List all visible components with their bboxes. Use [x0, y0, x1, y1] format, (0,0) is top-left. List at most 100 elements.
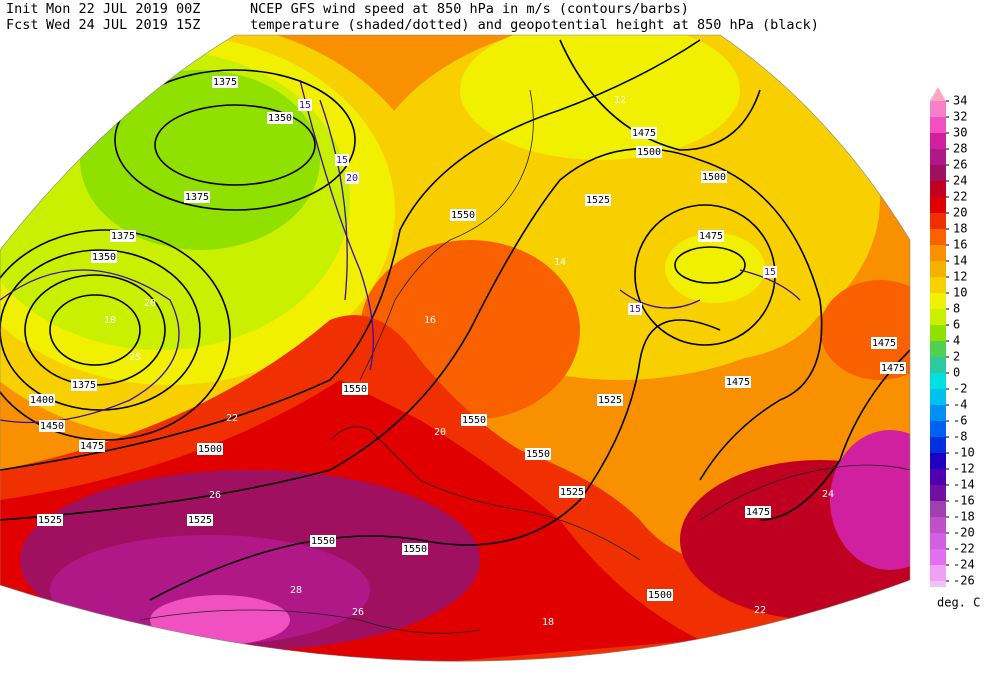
- height-label-bg: [71, 379, 97, 391]
- colorbar-bin: [930, 565, 946, 581]
- height-label: 1525: [586, 195, 610, 206]
- colorbar-bin: [930, 501, 946, 517]
- colorbar-label: -8: [953, 430, 967, 444]
- temperature-label: 14: [554, 257, 566, 268]
- colorbar-bin: [930, 453, 946, 469]
- colorbar-bin: [930, 197, 946, 213]
- colorbar-label: -24: [953, 558, 975, 572]
- height-label-bg: [184, 191, 210, 203]
- fcst-time: Wed 24 JUL 2019 15Z: [46, 17, 200, 33]
- height-label-bg: [39, 420, 65, 432]
- height-label: 1475: [699, 231, 723, 242]
- height-label-bg: [559, 486, 585, 498]
- temperature-label: 12: [614, 95, 626, 106]
- colorbar-bin: [930, 421, 946, 437]
- colorbar-label: -26: [953, 574, 975, 588]
- colorbar-label: 2: [953, 350, 960, 364]
- wind-label-bg: [298, 99, 312, 111]
- wind-label: 15: [629, 304, 641, 315]
- colorbar-bin: [930, 485, 946, 501]
- wind-label-bg: [628, 303, 642, 315]
- description-line-1: NCEP GFS wind speed at 850 hPa in m/s (c…: [250, 1, 689, 17]
- height-label: 1525: [598, 395, 622, 406]
- colorbar-label: -10: [953, 446, 975, 460]
- height-label-bg: [342, 383, 368, 395]
- colorbar-bin: [930, 517, 946, 533]
- height-label: 1350: [92, 252, 116, 263]
- wind-label: 20: [346, 173, 358, 184]
- height-label-bg: [79, 440, 105, 452]
- temperature-region: [665, 233, 765, 303]
- colorbar-bin: [930, 309, 946, 325]
- temperature-region: [50, 535, 370, 645]
- height-label-bg: [698, 230, 724, 242]
- colorbar-bin: [930, 277, 946, 293]
- height-label: 1475: [881, 363, 905, 374]
- height-label-bg: [701, 171, 727, 183]
- height-label-bg: [636, 146, 662, 158]
- height-label-bg: [461, 414, 487, 426]
- description-line-2: temperature (shaded/dotted) and geopoten…: [250, 17, 819, 33]
- height-label-bg: [267, 112, 293, 124]
- colorbar-bin: [930, 581, 946, 587]
- colorbar-bin: [930, 357, 946, 373]
- temperature-label: 20: [144, 298, 156, 309]
- colorbar-label: 6: [953, 318, 960, 332]
- colorbar-bin: [930, 261, 946, 277]
- colorbar-label: 20: [953, 206, 967, 220]
- colorbar-bin: [930, 165, 946, 181]
- height-label: 1500: [198, 444, 222, 455]
- height-label: 1525: [560, 487, 584, 498]
- temperature-region: [150, 595, 290, 645]
- colorbar-bin: [930, 405, 946, 421]
- height-label-bg: [212, 76, 238, 88]
- colorbar-label: 18: [953, 222, 967, 236]
- temperature-region: [680, 460, 910, 620]
- colorbar-label: -4: [953, 398, 967, 412]
- height-label: 1550: [343, 384, 367, 395]
- colorbar-bin: [930, 229, 946, 245]
- height-label-bg: [29, 394, 55, 406]
- colorbar-bin: [930, 549, 946, 565]
- colorbar-bin: [930, 149, 946, 165]
- height-label-bg: [880, 362, 906, 374]
- colorbar-label: -20: [953, 526, 975, 540]
- colorbar-label: 4: [953, 334, 960, 348]
- colorbar-bin: [930, 533, 946, 549]
- height-label: 1500: [637, 147, 661, 158]
- height-label: 1550: [526, 449, 550, 460]
- height-label: 1475: [80, 441, 104, 452]
- height-label: 1375: [185, 192, 209, 203]
- height-label-bg: [647, 589, 673, 601]
- colorbar-unit: deg. C: [937, 596, 980, 610]
- height-label: 1550: [403, 544, 427, 555]
- temperature-label: 16: [424, 315, 436, 326]
- colorbar-bin: [930, 213, 946, 229]
- height-label-bg: [597, 394, 623, 406]
- height-label: 1375: [72, 380, 96, 391]
- colorbar: 3432302826242220181614121086420-2-4-6-8-…: [930, 87, 975, 588]
- map-labels: 1375 1350 1375 1375 1350 1375 1400 1450 1475 1500…: [29, 76, 906, 628]
- height-label-bg: [197, 443, 223, 455]
- init-time: Mon 22 JUL 2019 00Z: [46, 1, 200, 17]
- colorbar-bin: [930, 101, 946, 117]
- wind-label-bg: [335, 154, 349, 166]
- colorbar-bin: [930, 341, 946, 357]
- height-label: 1375: [213, 77, 237, 88]
- height-label-bg: [631, 127, 657, 139]
- temperature-region: [80, 70, 320, 250]
- colorbar-label: -12: [953, 462, 975, 476]
- colorbar-bin: [930, 373, 946, 389]
- colorbar-label: -6: [953, 414, 967, 428]
- colorbar-label: 26: [953, 158, 967, 172]
- height-label: 1475: [872, 338, 896, 349]
- height-label: 1500: [648, 590, 672, 601]
- wind-label: 15: [336, 155, 348, 166]
- wind-label: 15: [299, 100, 311, 111]
- temperature-label: 24: [822, 489, 834, 500]
- temperature-region: [820, 280, 910, 380]
- colorbar-bin: [930, 469, 946, 485]
- height-label: 1550: [451, 210, 475, 221]
